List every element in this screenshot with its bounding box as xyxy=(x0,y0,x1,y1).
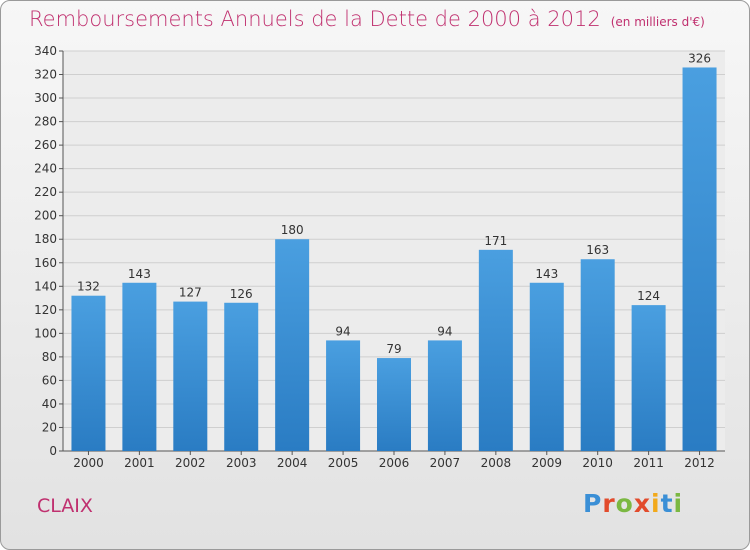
y-tick-label: 40 xyxy=(42,397,57,411)
brand-letter: i xyxy=(651,489,661,518)
brand-letter: x xyxy=(633,489,651,518)
commune-name: CLAIX xyxy=(37,495,93,517)
x-tick-label: 2007 xyxy=(430,456,461,470)
y-tick-label: 160 xyxy=(34,256,57,270)
bar-value-label: 143 xyxy=(128,267,151,281)
proxiti-logo: Proxiti xyxy=(583,489,683,518)
bar xyxy=(275,239,310,451)
bar-value-label: 171 xyxy=(484,234,507,248)
x-tick-label: 2008 xyxy=(481,456,512,470)
bar xyxy=(478,249,513,451)
y-tick-label: 140 xyxy=(34,279,57,293)
title-unit: (en milliers d'€) xyxy=(610,15,705,29)
brand-letter: r xyxy=(602,489,616,518)
x-tick-label: 2002 xyxy=(175,456,206,470)
bar xyxy=(122,282,157,451)
title-text: Remboursements Annuels de la Dette de 20… xyxy=(29,7,601,31)
x-tick-label: 2003 xyxy=(226,456,257,470)
y-tick-label: 0 xyxy=(49,444,57,458)
bar xyxy=(173,301,208,451)
brand-letter: o xyxy=(615,489,634,518)
y-tick-label: 280 xyxy=(34,115,57,129)
bar-value-label: 132 xyxy=(77,280,100,294)
x-tick-label: 2006 xyxy=(379,456,410,470)
x-tick-label: 2000 xyxy=(73,456,104,470)
y-tick-label: 100 xyxy=(34,326,57,340)
x-tick-label: 2004 xyxy=(277,456,308,470)
y-tick-label: 20 xyxy=(42,420,57,434)
brand-letter: P xyxy=(583,489,603,518)
x-tick-label: 2001 xyxy=(124,456,155,470)
bar-value-label: 127 xyxy=(179,286,202,300)
bar-value-label: 79 xyxy=(386,342,401,356)
bar xyxy=(580,259,615,451)
x-tick-label: 2010 xyxy=(582,456,613,470)
bar xyxy=(427,340,462,451)
bar xyxy=(631,305,666,451)
y-tick-label: 120 xyxy=(34,303,57,317)
y-tick-label: 340 xyxy=(34,44,57,58)
y-tick-label: 200 xyxy=(34,209,57,223)
x-tick-label: 2009 xyxy=(531,456,562,470)
bar xyxy=(682,67,717,452)
bar xyxy=(529,282,564,451)
bar-value-label: 124 xyxy=(637,289,660,303)
x-tick-label: 2012 xyxy=(684,456,715,470)
bar-value-label: 163 xyxy=(586,243,609,257)
bar-value-label: 126 xyxy=(230,287,253,301)
bar-value-label: 326 xyxy=(688,51,711,65)
bar-value-label: 94 xyxy=(335,324,350,338)
y-tick-label: 320 xyxy=(34,68,57,82)
bar-value-label: 143 xyxy=(535,267,558,281)
y-tick-label: 180 xyxy=(34,232,57,246)
bar xyxy=(377,358,411,451)
bar-value-label: 94 xyxy=(437,324,452,338)
y-tick-label: 260 xyxy=(34,138,57,152)
bar xyxy=(326,340,361,451)
bar xyxy=(71,295,106,451)
y-tick-label: 220 xyxy=(34,185,57,199)
bar-value-label: 180 xyxy=(281,223,304,237)
y-tick-label: 60 xyxy=(42,373,57,387)
y-tick-label: 240 xyxy=(34,162,57,176)
x-tick-label: 2005 xyxy=(328,456,359,470)
chart-title: Remboursements Annuels de la Dette de 20… xyxy=(29,7,705,31)
bar xyxy=(224,302,259,451)
brand-letter: i xyxy=(673,489,684,518)
y-tick-label: 300 xyxy=(34,91,57,105)
brand-letter: t xyxy=(660,489,674,518)
x-tick-label: 2011 xyxy=(633,456,664,470)
y-tick-label: 80 xyxy=(42,350,57,364)
